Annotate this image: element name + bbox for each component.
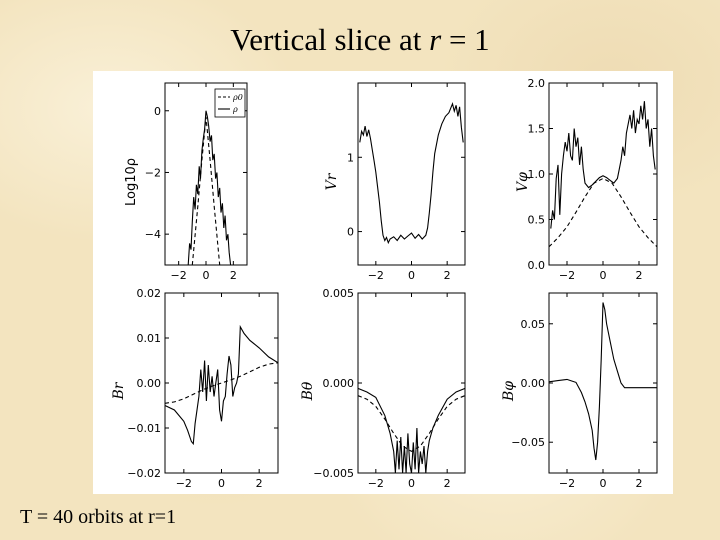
rho-xtick-label: −2: [171, 269, 187, 282]
subplot-vphi: −2 0 2 2.0 1.5 1.0 0.5 0.0 Vφ: [515, 77, 658, 282]
btheta-xtick-label: −2: [368, 477, 384, 490]
rho-ytick-label: −4: [145, 228, 161, 241]
rho-xtick-label: 0: [203, 269, 210, 282]
subplot-grid: −2 0 2 0 −2 −4 Log10ρ ρ0 ρ −2 0 2 1 0 Vr −2 0 2 2.0 1.5 1.0 0…: [111, 77, 658, 490]
footer-caption: T = 40 orbits at r=1: [20, 506, 177, 528]
vr-xtick-label: 0: [408, 269, 415, 282]
btheta-ytick-label: 0.000: [323, 377, 355, 390]
vr-ylabel: Vr: [324, 172, 340, 190]
bphi-xtick-label: 2: [636, 477, 643, 490]
vr-xtick-label: 2: [444, 269, 451, 282]
btheta-ytick-label: −0.005: [313, 467, 354, 480]
vphi-ytick-label: 1.0: [528, 168, 546, 181]
rho-ytick-label: −2: [145, 166, 161, 179]
vphi-ytick-label: 2.0: [528, 77, 546, 90]
br-xtick-label: 2: [256, 477, 263, 490]
bphi-ytick-label: −0.05: [511, 436, 545, 449]
vphi-series-dashed-line: [549, 177, 657, 248]
br-ytick-label: −0.01: [127, 422, 161, 435]
btheta-ylabel: Bθ: [300, 381, 316, 401]
subplot-vr: −2 0 2 1 0 Vr: [324, 82, 466, 282]
bphi-axes-frame: [548, 292, 658, 474]
br-series-dashed-line: [165, 362, 278, 404]
bphi-ytick-label: 0.05: [521, 318, 546, 331]
subplot-br: −2 0 2 0.02 0.01 0.00 −0.01 −0.02 Br: [111, 287, 279, 490]
rho-legend-label: ρ: [232, 105, 238, 114]
btheta-series-dashed-line: [358, 395, 465, 453]
btheta-xtick-label: 2: [444, 477, 451, 490]
figure-panel: −2 0 2 0 −2 −4 Log10ρ ρ0 ρ −2 0 2 1 0 Vr −2 0 2 2.0 1.5 1.0 0…: [93, 71, 673, 494]
bphi-ylabel: Bφ: [501, 381, 517, 402]
btheta-ytick-label: 0.005: [323, 287, 355, 300]
btheta-xtick-label: 0: [408, 477, 415, 490]
vphi-ytick-label: 0.0: [528, 259, 546, 272]
br-series-solid-line: [165, 324, 278, 446]
rho-legend-label: ρ0: [232, 93, 243, 102]
br-ytick-label: 0.02: [137, 287, 162, 300]
br-xtick-label: −2: [176, 477, 192, 490]
rho-xtick-label: 2: [230, 269, 237, 282]
br-ytick-label: 0.00: [137, 377, 162, 390]
vr-axes-frame: [357, 82, 466, 266]
br-ylabel: Br: [111, 381, 127, 400]
vphi-series-solid-line: [550, 101, 656, 229]
bphi-xtick-label: −2: [559, 477, 575, 490]
vphi-xtick-label: 0: [600, 269, 607, 282]
vr-xtick-label: −2: [368, 269, 384, 282]
bphi-ytick-label: 0.00: [521, 377, 546, 390]
vphi-ytick-label: 0.5: [528, 214, 546, 227]
br-axes-frame: [164, 292, 279, 474]
subplot-bphi: −2 0 2 0.05 0.00 −0.05 Bφ: [501, 292, 658, 490]
rho-series-solid-line: [187, 110, 232, 265]
vr-ytick-label: 0: [347, 226, 354, 239]
rho-legend-box: [214, 88, 246, 118]
vr-series-solid-line: [359, 102, 464, 245]
btheta-series-solid-line: [358, 387, 465, 473]
vr-ytick-label: 1: [347, 151, 354, 164]
vphi-xtick-label: −2: [559, 269, 575, 282]
slide-title: Vertical slice at r = 1: [230, 22, 490, 57]
br-xtick-label: 0: [218, 477, 225, 490]
br-ytick-label: −0.02: [127, 467, 161, 480]
subplot-rho: −2 0 2 0 −2 −4 Log10ρ ρ0 ρ: [124, 82, 248, 282]
rho-ylabel: Log10ρ: [124, 158, 139, 206]
vphi-xtick-label: 2: [636, 269, 643, 282]
subplot-btheta: −2 0 2 0.005 0.000 −0.005 Bθ: [300, 287, 466, 490]
bphi-xtick-label: 0: [600, 477, 607, 490]
br-ytick-label: 0.01: [137, 332, 162, 345]
btheta-axes-frame: [357, 292, 466, 474]
bphi-series-solid-line: [549, 302, 657, 461]
vphi-ytick-label: 1.5: [528, 123, 546, 136]
rho-ytick-label: 0: [154, 105, 161, 118]
vphi-ylabel: Vφ: [515, 172, 531, 192]
